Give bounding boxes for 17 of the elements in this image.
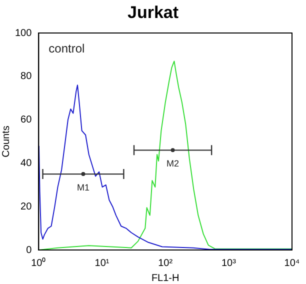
y-axis-title: Counts: [0, 126, 12, 158]
x-tick-label: 10¹: [94, 258, 110, 269]
x-tick-label: 10³: [221, 258, 237, 269]
x-tick-label: 10²: [158, 258, 174, 269]
chart-title: Jurkat: [126, 2, 180, 24]
annotation: control: [48, 41, 85, 56]
y-tick-label: 20: [20, 201, 32, 212]
x-tick-label: 10⁰: [31, 256, 46, 269]
y-tick-label: 100: [14, 28, 32, 39]
y-tick-label: 40: [20, 158, 32, 169]
y-tick-label: 0: [26, 244, 32, 256]
x-tick-label: 10⁴: [284, 258, 300, 269]
annotation: M1: [76, 182, 90, 193]
y-tick-label: 80: [20, 71, 32, 82]
annotation: M2: [166, 158, 180, 169]
x-axis-title: FL1-H: [151, 272, 180, 284]
y-tick-label: 60: [20, 114, 32, 126]
